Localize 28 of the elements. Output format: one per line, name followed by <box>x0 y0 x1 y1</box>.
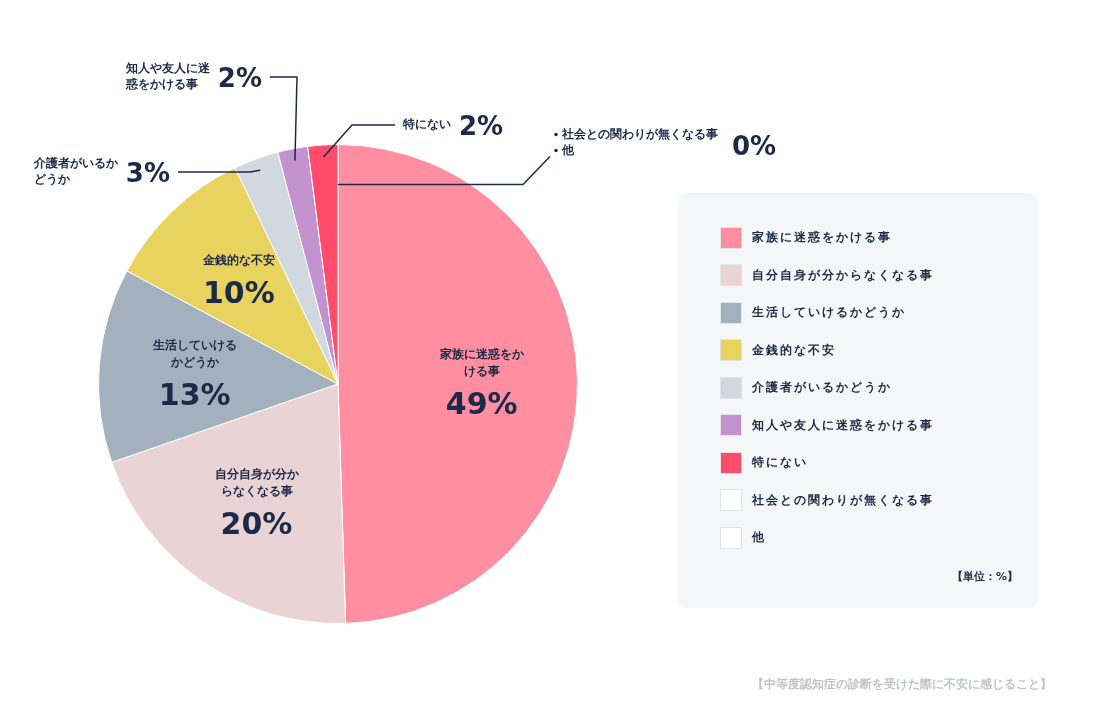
data-label: 13% <box>158 376 231 412</box>
text: 【中等度認知症の診断を受けた際に不安に感じること】 <box>752 676 1052 693</box>
legend-label: 社会との関わりが無くなる事 <box>752 491 934 509</box>
data-label: 49% <box>445 385 518 421</box>
legend-label: 介護者がいるかどうか <box>752 379 892 397</box>
slice-label: 知人や友人に迷惑をかける事 <box>124 61 211 92</box>
slice-label: 家族に迷惑をかける事 <box>438 346 525 378</box>
legend-label: 他 <box>752 529 766 547</box>
legend-label: 知人や友人に迷惑をかける事 <box>752 416 934 434</box>
slice-label: 自分自身が分からなくなる事 <box>214 467 300 499</box>
data-label: 10% <box>202 275 275 311</box>
legend-label: 自分自身が分からなくなる事 <box>752 266 934 284</box>
text: 0% <box>732 130 777 161</box>
slice-label: 生活していけるかどうか <box>151 337 237 369</box>
data-label: 3% <box>125 158 171 188</box>
category-label: 社会との関わりが無くなる事 <box>562 126 718 141</box>
slice-label: 特にない <box>402 117 451 132</box>
data-label: 2% <box>217 63 263 93</box>
legend-label: 家族に迷惑をかける事 <box>752 229 892 247</box>
legend-label: 特にない <box>752 454 808 472</box>
data-label: 2% <box>459 111 504 141</box>
data-label: 20% <box>220 506 293 542</box>
legend-label: 生活していけるかどうか <box>752 304 906 322</box>
legend-label: 金銭的な不安 <box>752 341 836 359</box>
category-label: 他 <box>562 142 574 157</box>
slice-label: 介護者がいるかどうか <box>32 156 119 187</box>
slice-label: 金銭的な不安 <box>201 253 275 268</box>
text: 【単位：%】 <box>951 569 1018 584</box>
